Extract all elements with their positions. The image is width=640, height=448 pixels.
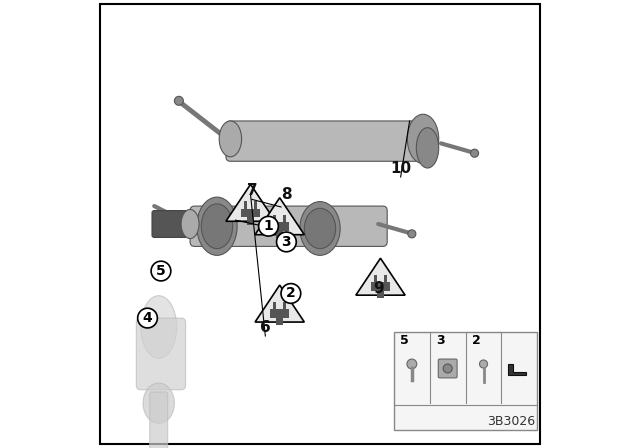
Circle shape (408, 230, 416, 238)
Ellipse shape (479, 360, 488, 368)
Ellipse shape (417, 128, 439, 168)
Polygon shape (226, 184, 275, 221)
Circle shape (443, 364, 452, 373)
Bar (273, 302, 276, 312)
FancyBboxPatch shape (190, 206, 387, 246)
Polygon shape (356, 258, 405, 295)
FancyBboxPatch shape (150, 392, 168, 448)
Text: 6: 6 (260, 319, 271, 335)
Bar (241, 209, 260, 217)
Circle shape (276, 232, 296, 252)
Bar (244, 201, 247, 211)
Circle shape (138, 308, 157, 328)
Ellipse shape (141, 296, 177, 358)
Ellipse shape (181, 210, 199, 238)
Text: 5: 5 (156, 264, 166, 278)
Circle shape (281, 284, 301, 303)
Bar (247, 217, 254, 224)
FancyBboxPatch shape (438, 359, 457, 378)
Circle shape (151, 261, 171, 281)
Text: 2: 2 (472, 334, 481, 347)
Bar (270, 222, 289, 231)
Text: 3B3026: 3B3026 (487, 414, 535, 428)
Bar (283, 215, 286, 224)
Circle shape (174, 96, 184, 105)
Bar (270, 309, 289, 318)
Bar (377, 291, 384, 298)
Ellipse shape (143, 383, 175, 423)
FancyBboxPatch shape (152, 211, 188, 237)
Circle shape (259, 216, 278, 236)
Bar (276, 230, 284, 238)
Ellipse shape (197, 197, 237, 255)
Text: 3: 3 (436, 334, 445, 347)
Polygon shape (508, 364, 526, 375)
FancyBboxPatch shape (136, 318, 186, 390)
Text: 2: 2 (286, 286, 296, 301)
Text: 8: 8 (281, 187, 292, 202)
Bar (374, 275, 377, 285)
Text: 7: 7 (246, 183, 257, 198)
Polygon shape (255, 285, 305, 322)
Text: 10: 10 (390, 160, 412, 176)
Ellipse shape (407, 114, 439, 164)
Bar (371, 283, 390, 291)
FancyBboxPatch shape (226, 121, 432, 161)
Ellipse shape (300, 202, 340, 255)
Bar (384, 275, 387, 285)
Text: 1: 1 (264, 219, 273, 233)
Ellipse shape (304, 208, 336, 249)
Ellipse shape (201, 204, 233, 249)
Ellipse shape (407, 359, 417, 369)
Polygon shape (255, 198, 305, 235)
Text: 9: 9 (373, 281, 383, 297)
Ellipse shape (220, 121, 242, 157)
Text: 4: 4 (143, 311, 152, 325)
Bar (254, 201, 257, 211)
Bar (394, 332, 538, 430)
Text: 3: 3 (282, 235, 291, 249)
Circle shape (470, 149, 479, 157)
Text: 5: 5 (400, 334, 409, 347)
Bar (283, 302, 286, 312)
Bar (273, 215, 276, 224)
Bar (276, 318, 284, 325)
